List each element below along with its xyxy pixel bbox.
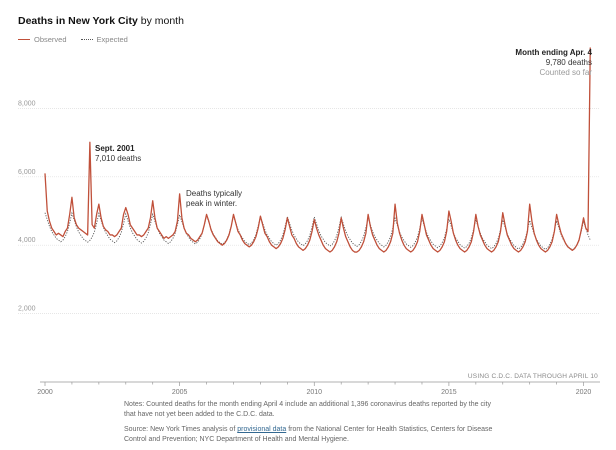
annotation-latest: Month ending Apr. 4 9,780 deaths Counted… (515, 48, 592, 78)
notes: Notes: Counted deaths for the month endi… (124, 400, 504, 450)
annotation-sept-2001: Sept. 2001 7,010 deaths (95, 144, 141, 164)
chart-title-rest: by month (137, 15, 184, 27)
notes-line: Notes: Counted deaths for the month endi… (124, 401, 491, 418)
source-suffix: from the National Center for Health Stat… (124, 426, 493, 443)
legend-observed-label: Observed (34, 35, 67, 44)
annotation-latest-note: Counted so far (539, 68, 592, 77)
legend-expected: Expected (80, 35, 128, 44)
annotation-winter-peak: Deaths typically peak in winter. (186, 189, 242, 209)
legend-observed-swatch (18, 39, 30, 40)
y-tick-label: 6,000 (18, 169, 36, 176)
annotation-winter-line1: Deaths typically (186, 189, 243, 198)
provisional-data-link[interactable]: provisional data (237, 426, 287, 433)
annotation-sept-2001-title: Sept. 2001 (95, 144, 135, 153)
annotation-latest-value: 9,780 deaths (545, 58, 592, 67)
legend-expected-label: Expected (96, 35, 128, 44)
annotation-latest-title: Month ending Apr. 4 (515, 48, 592, 57)
annotation-sept-2001-value: 7,010 deaths (95, 154, 142, 163)
observed-series-line (44, 47, 591, 253)
x-tick-label: 2010 (306, 389, 322, 396)
legend-observed: Observed (18, 35, 67, 44)
source-prefix: Source: New York Times analysis of (124, 426, 238, 433)
y-tick-label: 8,000 (18, 100, 36, 107)
chart-title: Deaths in New York City by month (18, 15, 184, 27)
x-tick-label: 2020 (576, 389, 592, 396)
x-tick-label: 2015 (441, 389, 457, 396)
source-line: Source: New York Times analysis of provi… (124, 425, 504, 444)
legend: Observed Expected (18, 35, 142, 44)
y-tick-label: 4,000 (18, 237, 36, 244)
legend-expected-swatch (80, 39, 93, 40)
x-tick-label: 2005 (172, 389, 188, 396)
chart-title-bold: Deaths in New York City (18, 15, 138, 27)
source-note: USING C.D.C. DATA THROUGH APRIL 10 (467, 373, 598, 380)
y-tick-label: 2,000 (18, 306, 36, 313)
x-tick-label: 2000 (37, 389, 53, 396)
annotation-winter-line2: peak in winter. (186, 199, 238, 208)
